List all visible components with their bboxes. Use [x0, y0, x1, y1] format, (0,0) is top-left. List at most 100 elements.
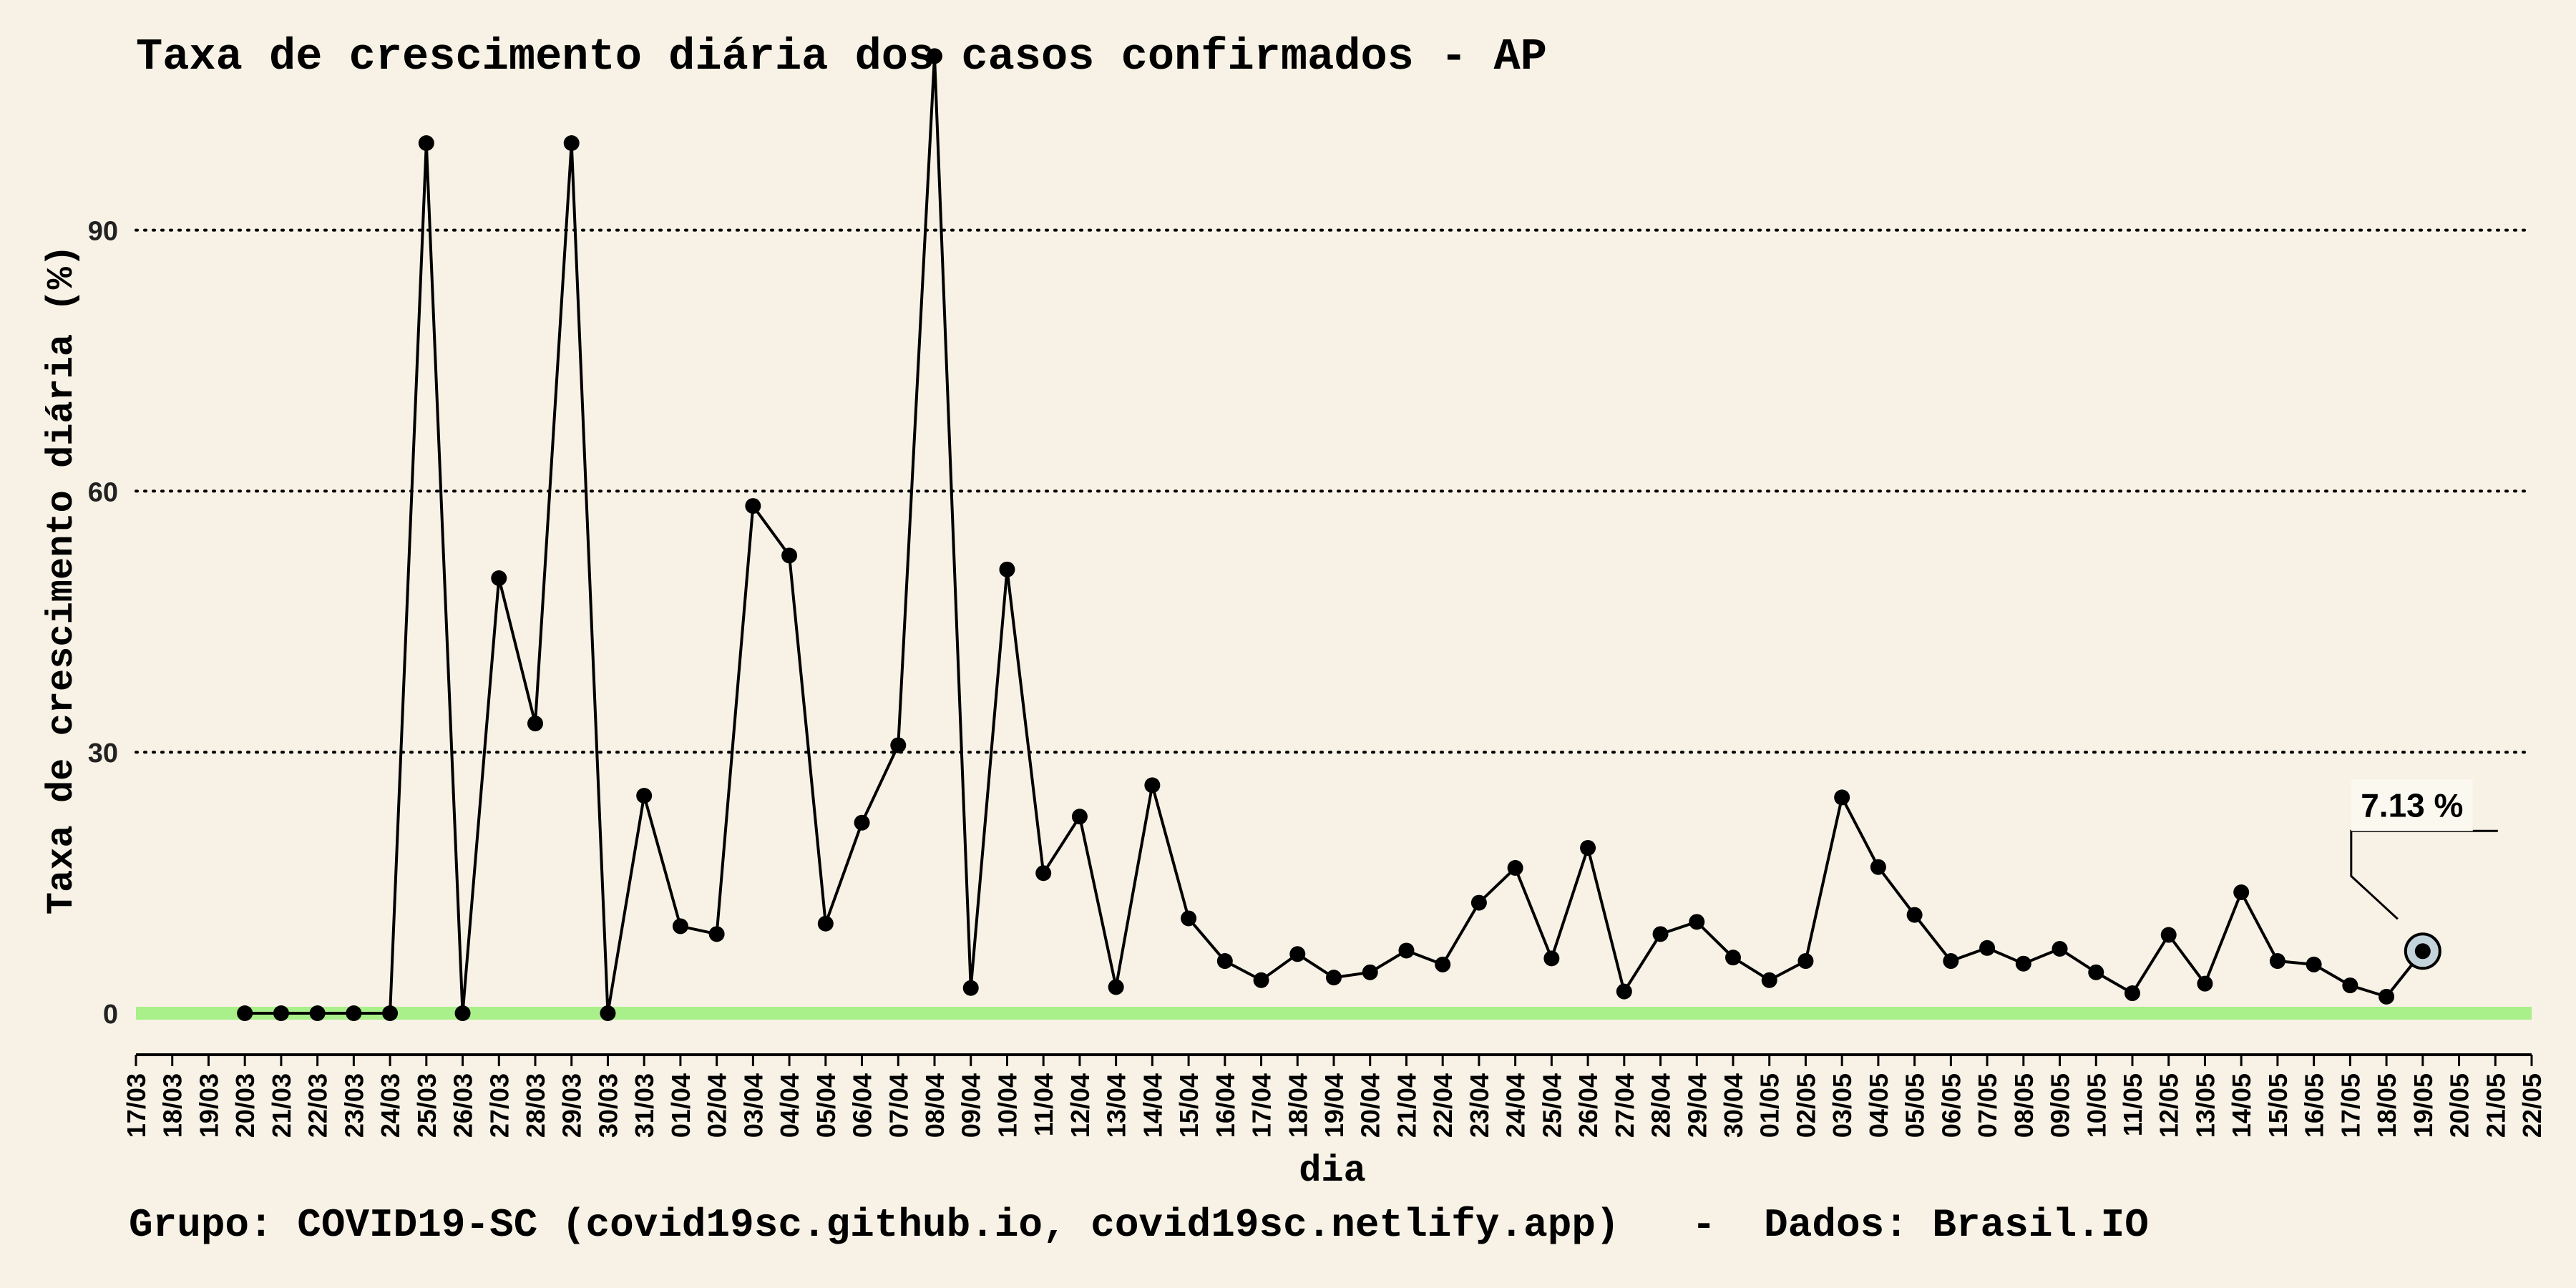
x-tick-label: 16/04 [1211, 1073, 1240, 1138]
x-tick-label: 21/05 [2481, 1073, 2510, 1138]
x-tick-label: 24/04 [1501, 1073, 1531, 1138]
x-tick-label: 28/04 [1646, 1073, 1676, 1138]
x-tick-label: 22/04 [1428, 1073, 1458, 1138]
data-point [1470, 894, 1487, 911]
x-tick-label: 03/05 [1828, 1073, 1857, 1138]
x-tick-label: 06/05 [1936, 1073, 1966, 1138]
data-point [1071, 809, 1088, 825]
data-point [1797, 953, 1814, 970]
data-point [2269, 953, 2285, 970]
x-tick-label: 21/03 [267, 1073, 296, 1138]
x-tick-label: 19/03 [194, 1073, 223, 1138]
x-tick-label: 16/05 [2300, 1073, 2329, 1138]
data-point [273, 1005, 289, 1021]
x-tick-label: 10/05 [2082, 1073, 2111, 1138]
data-point [781, 547, 798, 564]
data-point [2124, 985, 2140, 1002]
x-tick-label: 13/04 [1102, 1073, 1131, 1138]
data-point [745, 498, 761, 514]
data-point [1035, 865, 1052, 882]
data-point [636, 788, 653, 804]
data-point [1652, 926, 1669, 942]
x-tick-label: 30/03 [593, 1073, 623, 1138]
data-point [2379, 988, 2395, 1005]
callout-label: 7.13 % [2361, 786, 2463, 824]
data-point [527, 716, 543, 732]
data-point [2088, 964, 2104, 980]
data-point [491, 570, 507, 586]
data-point [1362, 964, 1378, 980]
y-tick-label: 90 [88, 217, 118, 247]
data-point [1725, 950, 1741, 966]
x-tick-label: 25/04 [1537, 1073, 1566, 1138]
y-tick-label: 30 [88, 738, 118, 769]
data-point [346, 1005, 362, 1021]
data-point [1507, 859, 1523, 876]
data-point [2414, 943, 2431, 960]
data-point [1435, 956, 1451, 972]
x-tick-label: 20/05 [2445, 1073, 2474, 1138]
data-point [382, 1005, 399, 1021]
x-tick-label: 30/04 [1719, 1073, 1748, 1138]
x-tick-label: 29/04 [1682, 1073, 1712, 1138]
x-tick-label: 08/04 [920, 1073, 950, 1138]
x-tick-label: 18/05 [2372, 1073, 2401, 1138]
data-point [999, 561, 1015, 577]
data-point [2197, 975, 2213, 992]
data-point [854, 814, 870, 831]
x-tick-label: 27/03 [484, 1073, 514, 1138]
y-tick-label: 0 [103, 1000, 118, 1030]
data-point [2160, 927, 2177, 943]
data-point [1761, 972, 1777, 988]
x-tick-label: 15/04 [1174, 1073, 1204, 1138]
x-tick-label: 19/05 [2409, 1073, 2438, 1138]
x-tick-label: 05/04 [811, 1073, 841, 1138]
x-tick-label: 22/05 [2517, 1073, 2547, 1138]
x-tick-label: 05/05 [1901, 1073, 1930, 1138]
x-tick-label: 12/05 [2155, 1073, 2184, 1138]
x-tick-label: 14/04 [1138, 1073, 1167, 1138]
x-tick-label: 14/05 [2227, 1073, 2256, 1138]
x-tick-label: 18/04 [1283, 1073, 1312, 1138]
data-point [600, 1005, 616, 1021]
data-point [1144, 777, 1161, 794]
data-point [1616, 983, 1632, 1000]
series-line [245, 54, 2424, 1015]
x-tick-label: 07/04 [884, 1073, 913, 1138]
x-tick-label: 13/05 [2190, 1073, 2220, 1138]
x-tick-label: 17/04 [1247, 1073, 1277, 1138]
data-point [1216, 953, 1233, 970]
data-point [1543, 950, 1560, 967]
data-point [418, 135, 434, 151]
x-tick-label: 04/04 [775, 1073, 804, 1138]
x-tick-label: 23/04 [1465, 1073, 1494, 1138]
data-point [2015, 955, 2031, 972]
x-tick-label: 12/04 [1065, 1073, 1095, 1138]
x-tick-label: 09/05 [2046, 1073, 2075, 1138]
x-tick-label: 04/05 [1864, 1073, 1893, 1138]
x-tick-label: 19/04 [1319, 1073, 1349, 1138]
x-tick-label: 02/04 [703, 1073, 732, 1138]
data-point [1943, 953, 1959, 970]
x-tick-label: 11/04 [1029, 1073, 1058, 1136]
data-point [927, 48, 942, 64]
x-tick-label: 28/03 [521, 1073, 550, 1138]
x-tick-label: 18/03 [158, 1073, 187, 1138]
x-tick-label: 26/03 [449, 1073, 478, 1138]
x-tick-label: 01/04 [666, 1073, 696, 1138]
x-tick-label: 10/04 [992, 1073, 1022, 1138]
data-point [1181, 910, 1197, 927]
data-point [1979, 940, 1996, 956]
callout-connector [2350, 829, 2498, 920]
x-tick-label: 22/03 [303, 1073, 333, 1138]
x-tick-label: 07/05 [1973, 1073, 2002, 1138]
x-axis-title: dia [1299, 1150, 1366, 1192]
data-point [962, 980, 979, 996]
data-point [1253, 972, 1269, 988]
x-tick-label: 02/05 [1791, 1073, 1820, 1138]
x-tick-label: 08/05 [2009, 1073, 2039, 1138]
data-point [2051, 941, 2068, 957]
